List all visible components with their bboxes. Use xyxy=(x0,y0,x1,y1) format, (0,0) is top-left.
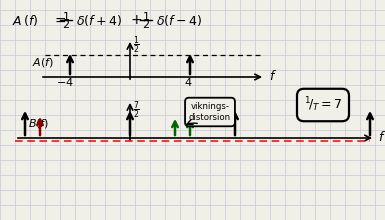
Text: $A\,(f)$: $A\,(f)$ xyxy=(12,13,38,28)
Text: viknings-
distorsion: viknings- distorsion xyxy=(189,102,231,122)
Text: $\delta(f+4)$: $\delta(f+4)$ xyxy=(76,13,122,28)
Text: $A(f)$: $A(f)$ xyxy=(32,55,54,68)
Text: $\delta(f-4)$: $\delta(f-4)$ xyxy=(156,13,202,28)
Text: $-4$: $-4$ xyxy=(56,76,74,88)
Text: f: f xyxy=(269,70,273,82)
Text: $1$: $1$ xyxy=(142,10,150,22)
Text: f: f xyxy=(378,130,382,143)
Text: $\frac{7}{2}$: $\frac{7}{2}$ xyxy=(133,99,140,121)
Text: $2$: $2$ xyxy=(62,18,70,30)
Text: $4$: $4$ xyxy=(184,76,192,88)
Text: $1$: $1$ xyxy=(62,10,70,22)
Text: $2$: $2$ xyxy=(142,18,150,30)
Text: $B(f)$: $B(f)$ xyxy=(28,117,49,130)
Text: $^1\!/_T = 7$: $^1\!/_T = 7$ xyxy=(304,96,342,114)
Text: $=$: $=$ xyxy=(52,13,67,27)
Text: $\frac{1}{2}$: $\frac{1}{2}$ xyxy=(133,34,140,56)
Text: $+$: $+$ xyxy=(130,13,142,27)
